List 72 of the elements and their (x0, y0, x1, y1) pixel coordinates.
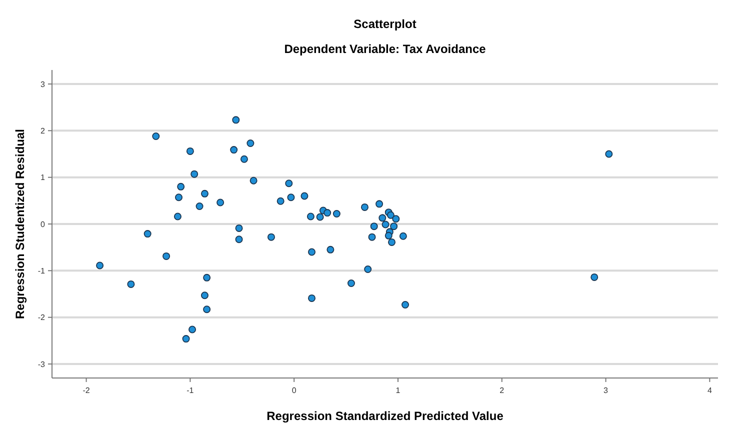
point (267, 233, 275, 241)
point (390, 222, 398, 230)
point (96, 262, 104, 270)
point (370, 222, 378, 230)
point (144, 230, 152, 238)
point (326, 246, 334, 254)
chart-subtitle: Dependent Variable: Tax Avoidance (284, 42, 486, 56)
y-tick-label: -2 (38, 313, 46, 322)
point (216, 198, 224, 206)
point (399, 232, 407, 240)
point (316, 213, 324, 221)
point (152, 132, 160, 140)
x-tick-label: -2 (82, 386, 90, 395)
point (276, 197, 284, 205)
point (590, 273, 598, 281)
point (368, 233, 376, 241)
point (203, 274, 211, 282)
y-tick-label: -3 (38, 360, 46, 369)
x-tick-label: 4 (707, 386, 712, 395)
point (246, 140, 254, 148)
point (360, 203, 368, 211)
point (177, 182, 185, 190)
point (188, 326, 196, 334)
point (232, 116, 240, 124)
y-axis-title: Regression Studentized Residual (13, 128, 27, 320)
point (175, 194, 183, 202)
point (308, 248, 316, 256)
point (308, 294, 316, 302)
y-tick-label: 1 (40, 173, 46, 182)
point (127, 280, 135, 288)
point (364, 266, 372, 274)
x-tick-label: 1 (396, 386, 401, 395)
point (182, 335, 190, 343)
point (235, 224, 243, 232)
point (190, 170, 198, 178)
point (347, 280, 355, 288)
x-axis-title: Regression Standardized Predicted Value (266, 409, 504, 423)
point (382, 220, 390, 228)
point (332, 210, 340, 218)
point (230, 146, 238, 154)
point (203, 306, 211, 314)
point (388, 238, 396, 246)
point (402, 300, 410, 308)
point (300, 192, 308, 200)
chart-title: Scatterplot (354, 17, 416, 31)
y-tick-label: 0 (40, 220, 46, 229)
point (250, 176, 258, 184)
x-tick-label: -1 (186, 386, 194, 395)
point (200, 292, 208, 300)
point (384, 232, 392, 240)
point (376, 200, 384, 208)
point (605, 150, 613, 158)
x-tick-label: 3 (604, 386, 609, 395)
point (196, 202, 204, 210)
point (174, 212, 182, 220)
x-tick-label: 2 (500, 386, 505, 395)
point (235, 236, 243, 244)
point (285, 180, 293, 188)
y-tick-label: -1 (38, 266, 46, 276)
point (287, 194, 295, 202)
y-tick-label: 2 (40, 126, 46, 136)
point (324, 209, 332, 217)
point (200, 190, 208, 198)
x-tick-label: 0 (292, 386, 297, 395)
point (392, 215, 400, 223)
point (386, 211, 394, 219)
point (186, 147, 194, 155)
point (378, 214, 386, 222)
point (162, 252, 170, 260)
point (306, 212, 314, 220)
point (240, 155, 248, 163)
y-tick-label: 3 (40, 80, 46, 89)
